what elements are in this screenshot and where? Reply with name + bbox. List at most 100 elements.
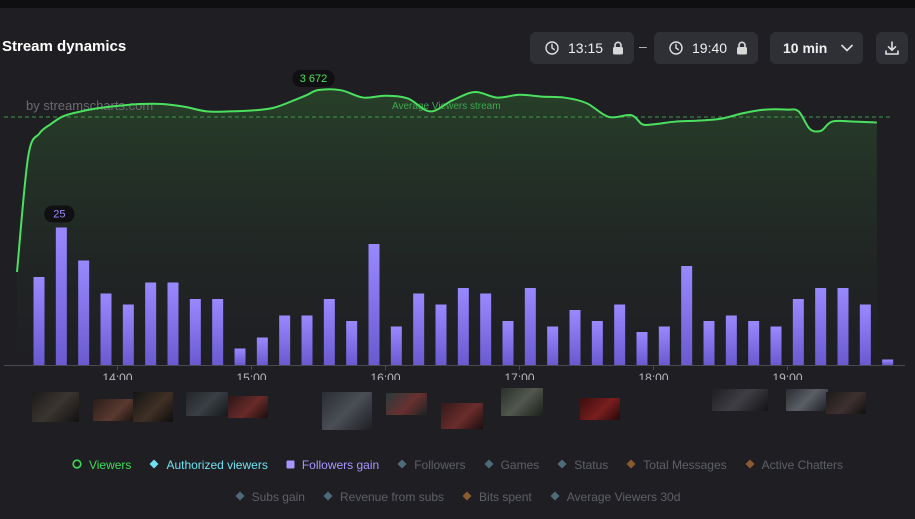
x-tick-label: 19:00 [772, 371, 802, 380]
legend-item-active-chatters[interactable]: Active Chatters [745, 458, 843, 472]
diamond-icon [550, 490, 560, 504]
followers-gain-bar [78, 260, 90, 365]
legend-item-revenue-from-subs[interactable]: Revenue from subs [323, 490, 444, 504]
clock-icon [669, 41, 683, 55]
stream-dynamics-chart: by streamscharts.com Average Viewers stre… [4, 70, 905, 380]
followers-gain-bar [279, 315, 291, 365]
diamond-icon [484, 458, 494, 472]
diamond-icon [323, 490, 333, 504]
legend-label: Bits spent [479, 490, 532, 504]
followers-gain-bar [234, 348, 246, 365]
stream-thumbnail[interactable] [32, 392, 79, 422]
x-tick-label: 14:00 [102, 371, 132, 380]
stream-thumbnail[interactable] [186, 392, 228, 416]
followers-gain-bar [859, 304, 871, 365]
legend-label: Average Viewers 30d [566, 490, 681, 504]
legend-label: Games [500, 458, 540, 472]
x-tick-label: 17:00 [504, 371, 534, 380]
diamond-icon [462, 490, 472, 504]
stream-thumbnail[interactable] [786, 389, 828, 411]
followers-gain-bar [524, 288, 536, 365]
legend-item-viewers[interactable]: Viewers [72, 458, 131, 472]
lock-icon [736, 41, 748, 55]
legend-label: Subs gain [251, 490, 305, 504]
lock-icon [612, 41, 624, 55]
stream-thumbnail[interactable] [386, 393, 427, 415]
download-icon [884, 40, 900, 56]
followers-gain-bar [837, 288, 849, 365]
followers-gain-bar [815, 288, 827, 365]
legend-item-games[interactable]: Games [484, 458, 540, 472]
stream-thumbnail[interactable] [501, 388, 543, 416]
followers-gain-bar [145, 282, 157, 365]
start-time-value: 13:15 [568, 40, 604, 56]
stream-thumbnail[interactable] [441, 403, 483, 429]
legend-label: Total Messages [643, 458, 727, 472]
followers-gain-bar [122, 304, 134, 365]
followers-gain-bar [100, 293, 112, 365]
followers-gain-bar [614, 304, 626, 365]
diamond-icon [397, 458, 407, 472]
x-tick-label: 16:00 [370, 371, 400, 380]
followers-gain-bar [748, 321, 760, 365]
legend-item-authorized-viewers[interactable]: Authorized viewers [149, 458, 268, 472]
legend-label: Followers gain [301, 458, 380, 472]
x-tick-label: 15:00 [236, 371, 266, 380]
peak-followers-badge [44, 205, 75, 223]
followers-gain-bar [658, 326, 670, 365]
viewers-area [17, 89, 877, 365]
peak-viewers-label: 3 672 [300, 73, 328, 85]
watermark-text: by streamscharts.com [26, 98, 153, 113]
legend-item-followers[interactable]: Followers [397, 458, 466, 472]
top-bar [0, 0, 915, 8]
diamond-icon [149, 458, 159, 472]
followers-gain-bar [681, 266, 693, 365]
followers-gain-bar [725, 315, 737, 365]
followers-gain-bar [346, 321, 358, 365]
x-tick-label: 18:00 [638, 371, 668, 380]
followers-gain-bar [591, 321, 603, 365]
followers-gain-bar [636, 332, 648, 365]
followers-gain-bar [882, 359, 894, 365]
followers-gain-bar [457, 288, 469, 365]
stream-thumbnail[interactable] [712, 389, 768, 411]
followers-gain-bar [256, 337, 268, 365]
stream-thumbnail[interactable] [580, 398, 620, 420]
interval-value: 10 min [783, 40, 828, 56]
viewers-line [16, 88, 877, 273]
peak-viewers-badge [292, 70, 335, 87]
stream-thumbnail[interactable] [322, 392, 372, 430]
followers-gain-bar [167, 282, 179, 365]
stream-thumbnail[interactable] [133, 392, 173, 422]
legend-item-average-viewers-30d[interactable]: Average Viewers 30d [550, 490, 681, 504]
stream-thumbnail[interactable] [93, 399, 133, 421]
end-time-picker[interactable]: 19:40 [654, 32, 758, 64]
stream-thumbnail[interactable] [826, 392, 866, 414]
followers-gain-bar [301, 315, 313, 365]
legend-label: Viewers [88, 458, 132, 472]
diamond-icon [557, 458, 567, 472]
followers-gain-bar [55, 227, 67, 365]
legend-item-bits-spent[interactable]: Bits spent [462, 490, 532, 504]
legend-label: Revenue from subs [339, 490, 445, 504]
download-button[interactable] [876, 32, 908, 64]
followers-gain-bar [703, 321, 715, 365]
followers-gain-bar [569, 310, 581, 365]
followers-gain-bar [390, 326, 402, 365]
legend-row-2: Subs gain Revenue from subs Bits spent Aver… [0, 490, 915, 504]
time-range-separator: – [639, 38, 647, 54]
followers-gain-bar [502, 321, 514, 365]
start-time-picker[interactable]: 13:15 [530, 32, 634, 64]
peak-followers-label: 25 [53, 209, 65, 221]
legend-item-status[interactable]: Status [557, 458, 608, 472]
followers-gain-bar [33, 277, 45, 365]
interval-dropdown[interactable]: 10 min [770, 32, 863, 64]
legend-label: Status [574, 458, 609, 472]
stream-thumbnail[interactable] [228, 396, 268, 418]
legend-item-subs-gain[interactable]: Subs gain [235, 490, 305, 504]
legend-item-total-messages[interactable]: Total Messages [626, 458, 727, 472]
legend-item-followers-gain[interactable]: Followers gain [286, 458, 379, 472]
followers-gain-bar [770, 326, 782, 365]
followers-gain-bar [212, 299, 224, 365]
followers-gain-bar [189, 299, 201, 365]
